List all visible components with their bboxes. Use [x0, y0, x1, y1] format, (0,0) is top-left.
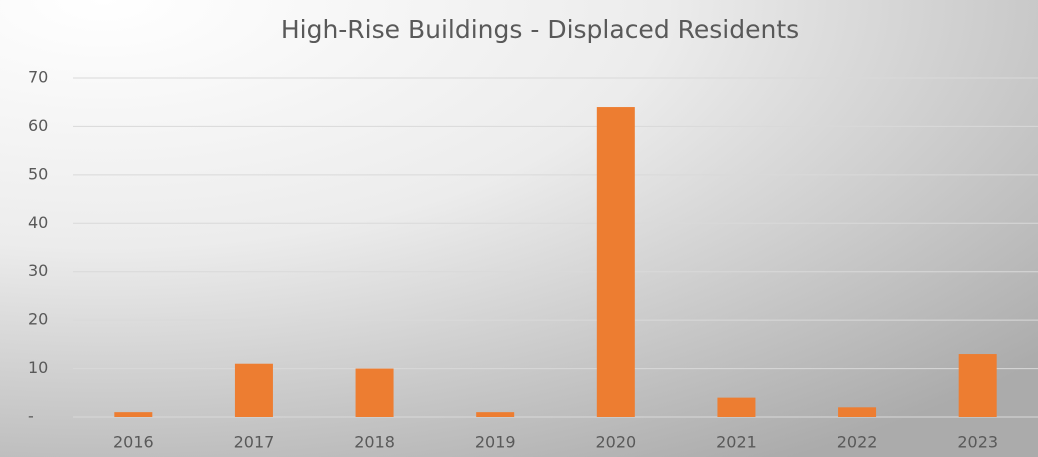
- y-tick-label: 30: [28, 261, 48, 280]
- bar: [596, 107, 635, 418]
- bar: [114, 412, 153, 417]
- x-tick-label: 2019: [475, 433, 516, 452]
- y-tick-label: 40: [28, 213, 48, 232]
- bar: [476, 412, 515, 417]
- x-tick-label: 2016: [113, 433, 154, 452]
- chart-title: High-Rise Buildings - Displaced Resident…: [281, 15, 799, 44]
- x-tick-label: 2018: [354, 433, 395, 452]
- y-tick-label: 50: [28, 164, 48, 183]
- x-tick-label: 2022: [837, 433, 878, 452]
- y-tick-label: 20: [28, 310, 48, 329]
- bar: [355, 368, 394, 417]
- y-tick-label: -: [28, 407, 34, 426]
- y-tick-label: 10: [28, 358, 48, 377]
- bar: [838, 407, 877, 417]
- x-tick-label: 2017: [234, 433, 275, 452]
- bar: [717, 397, 756, 417]
- x-tick-label: 2021: [716, 433, 757, 452]
- y-tick-label: 60: [28, 116, 48, 135]
- bar: [234, 363, 273, 417]
- bar: [958, 354, 997, 417]
- x-tick-label: 2020: [595, 433, 636, 452]
- y-tick-label: 70: [28, 68, 48, 87]
- x-tick-label: 2023: [957, 433, 998, 452]
